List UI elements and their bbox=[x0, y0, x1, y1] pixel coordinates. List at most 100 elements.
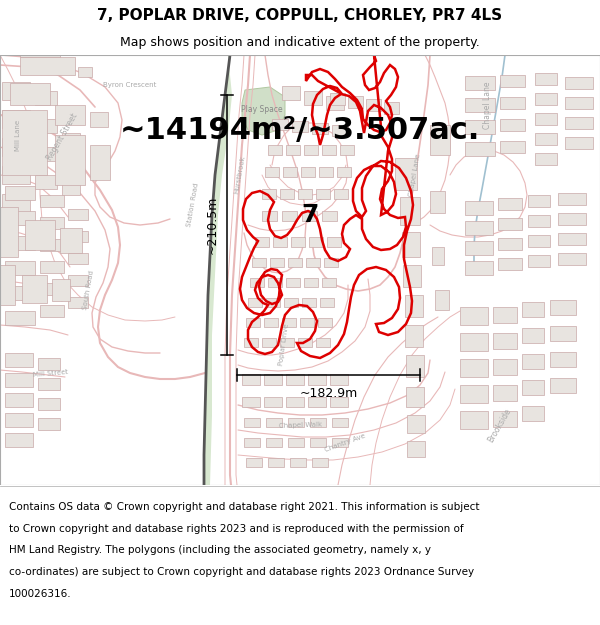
Bar bbox=[40, 195, 64, 207]
Bar bbox=[266, 418, 282, 427]
Bar bbox=[522, 406, 544, 421]
Bar bbox=[35, 175, 57, 189]
Text: Contains OS data © Crown copyright and database right 2021. This information is : Contains OS data © Crown copyright and d… bbox=[9, 502, 479, 512]
Bar bbox=[550, 300, 576, 315]
Bar bbox=[288, 418, 304, 427]
Bar bbox=[262, 211, 277, 221]
Bar bbox=[268, 458, 284, 467]
Bar bbox=[319, 167, 333, 177]
Text: Chapel Walk: Chapel Walk bbox=[278, 421, 322, 429]
Bar bbox=[90, 145, 110, 180]
Bar bbox=[10, 83, 50, 105]
Bar bbox=[498, 218, 522, 230]
Bar bbox=[460, 307, 488, 325]
Bar bbox=[324, 258, 338, 267]
Bar bbox=[493, 385, 517, 401]
Bar bbox=[5, 311, 35, 325]
Bar bbox=[2, 110, 47, 175]
Bar bbox=[266, 438, 282, 447]
Bar bbox=[68, 275, 88, 286]
Bar bbox=[500, 141, 525, 153]
Bar bbox=[38, 398, 60, 410]
Bar bbox=[272, 119, 288, 130]
Text: Byron Crescent: Byron Crescent bbox=[103, 82, 157, 88]
Bar bbox=[465, 261, 493, 275]
Bar bbox=[2, 138, 30, 156]
Bar bbox=[316, 338, 330, 347]
Bar bbox=[432, 247, 444, 265]
Bar bbox=[327, 237, 341, 247]
Bar bbox=[282, 211, 297, 221]
Text: South Road: South Road bbox=[82, 270, 94, 310]
Bar bbox=[35, 119, 57, 133]
Bar bbox=[500, 97, 525, 109]
Bar bbox=[40, 283, 64, 295]
Bar bbox=[405, 325, 423, 347]
Bar bbox=[322, 145, 336, 155]
Bar bbox=[62, 158, 80, 170]
Bar bbox=[0, 207, 18, 257]
Polygon shape bbox=[242, 87, 285, 135]
Bar bbox=[68, 253, 88, 264]
Bar bbox=[290, 458, 306, 467]
Bar bbox=[528, 255, 550, 267]
Bar bbox=[465, 98, 495, 112]
Bar bbox=[405, 295, 423, 317]
Bar bbox=[565, 117, 593, 129]
Bar bbox=[5, 261, 35, 275]
Bar bbox=[558, 233, 586, 245]
Bar bbox=[5, 353, 33, 367]
Bar bbox=[304, 278, 318, 287]
Text: co-ordinates) are subject to Crown copyright and database rights 2023 Ordnance S: co-ordinates) are subject to Crown copyr… bbox=[9, 567, 474, 577]
Bar bbox=[5, 186, 35, 200]
Bar bbox=[2, 110, 30, 128]
Bar bbox=[308, 397, 326, 407]
Bar bbox=[282, 318, 296, 327]
Bar bbox=[407, 441, 425, 457]
Bar bbox=[400, 197, 420, 225]
Bar bbox=[62, 183, 80, 195]
Text: Chapel Lane: Chapel Lane bbox=[408, 153, 422, 197]
Bar bbox=[320, 298, 334, 307]
Bar bbox=[68, 297, 88, 308]
Bar bbox=[403, 265, 421, 287]
Bar bbox=[264, 397, 282, 407]
Bar bbox=[395, 158, 417, 190]
Bar bbox=[460, 359, 488, 377]
Bar bbox=[406, 355, 424, 377]
Bar bbox=[535, 153, 557, 165]
Bar bbox=[264, 374, 282, 385]
Bar bbox=[528, 195, 550, 207]
Bar bbox=[430, 125, 450, 155]
Bar bbox=[402, 232, 420, 257]
Bar bbox=[493, 411, 517, 427]
Text: Mill Lane: Mill Lane bbox=[15, 119, 21, 151]
Bar bbox=[288, 438, 304, 447]
Bar bbox=[78, 67, 92, 77]
Polygon shape bbox=[204, 55, 232, 485]
Bar bbox=[465, 120, 495, 134]
Bar bbox=[90, 112, 108, 127]
Bar bbox=[252, 258, 266, 267]
Text: 7, POPLAR DRIVE, COPPULL, CHORLEY, PR7 4LS: 7, POPLAR DRIVE, COPPULL, CHORLEY, PR7 4… bbox=[97, 8, 503, 23]
Text: 7: 7 bbox=[301, 203, 319, 227]
Bar bbox=[244, 438, 260, 447]
Bar bbox=[332, 125, 348, 136]
Bar bbox=[62, 133, 80, 145]
Bar bbox=[558, 213, 586, 225]
Bar bbox=[558, 193, 586, 205]
Bar bbox=[308, 374, 326, 385]
Bar bbox=[284, 298, 298, 307]
Bar bbox=[242, 397, 260, 407]
Bar bbox=[286, 397, 304, 407]
Bar bbox=[332, 438, 348, 447]
Text: Regent Street: Regent Street bbox=[45, 112, 79, 162]
Bar bbox=[55, 135, 85, 185]
Bar bbox=[5, 373, 33, 387]
Bar bbox=[337, 167, 351, 177]
Bar bbox=[20, 57, 75, 75]
Bar bbox=[250, 278, 264, 287]
Bar bbox=[68, 231, 88, 242]
Bar bbox=[332, 418, 348, 427]
Text: HM Land Registry. The polygons (including the associated geometry, namely x, y: HM Land Registry. The polygons (includin… bbox=[9, 545, 431, 555]
